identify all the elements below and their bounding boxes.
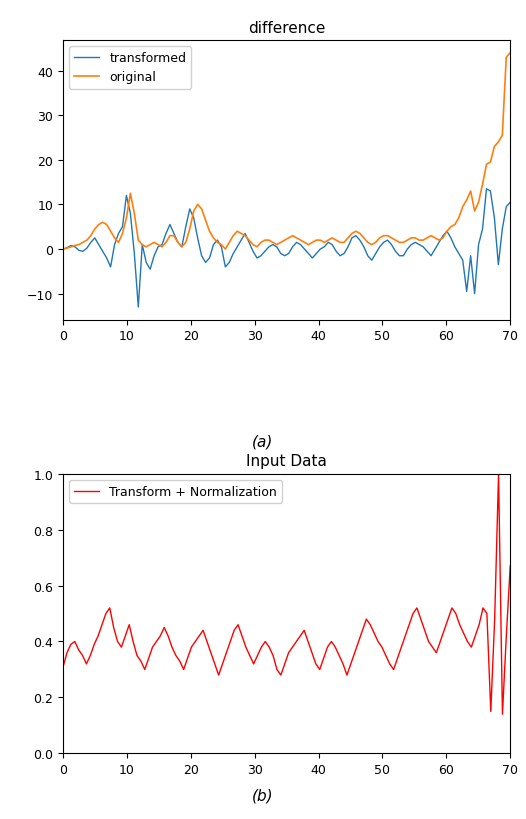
transformed [190,214,197,224]
Title: difference: difference [248,20,326,35]
transformed [135,303,141,313]
Transform + Normalization [507,561,513,571]
original [234,227,240,237]
Transform + Normalization [359,626,366,636]
Line: transformed: transformed [63,189,510,308]
transformed [483,184,490,194]
original [187,224,193,234]
Transform + Normalization [472,631,478,641]
transformed [112,240,118,250]
Transform + Normalization [499,709,505,719]
Text: (b): (b) [252,788,274,803]
original [60,245,66,255]
transformed [353,232,359,242]
original [183,238,189,248]
Title: Input Data: Input Data [246,454,327,468]
Line: original: original [63,54,510,250]
Transform + Normalization [211,659,218,669]
original [349,229,355,239]
Transform + Normalization [421,626,428,636]
transformed [507,198,513,208]
original [112,233,118,243]
transformed [404,245,410,255]
Transform + Normalization [495,469,502,479]
Transform + Normalization [433,648,440,658]
Legend: Transform + Normalization: Transform + Normalization [69,480,282,503]
Legend: transformed, original: transformed, original [69,48,191,89]
Transform + Normalization [60,662,66,672]
original [400,238,407,248]
transformed [187,205,193,215]
transformed [60,245,66,255]
Line: Transform + Normalization: Transform + Normalization [63,474,510,714]
Transform + Normalization [332,642,338,652]
transformed [238,236,244,246]
original [507,49,513,59]
Text: (a): (a) [252,434,274,449]
